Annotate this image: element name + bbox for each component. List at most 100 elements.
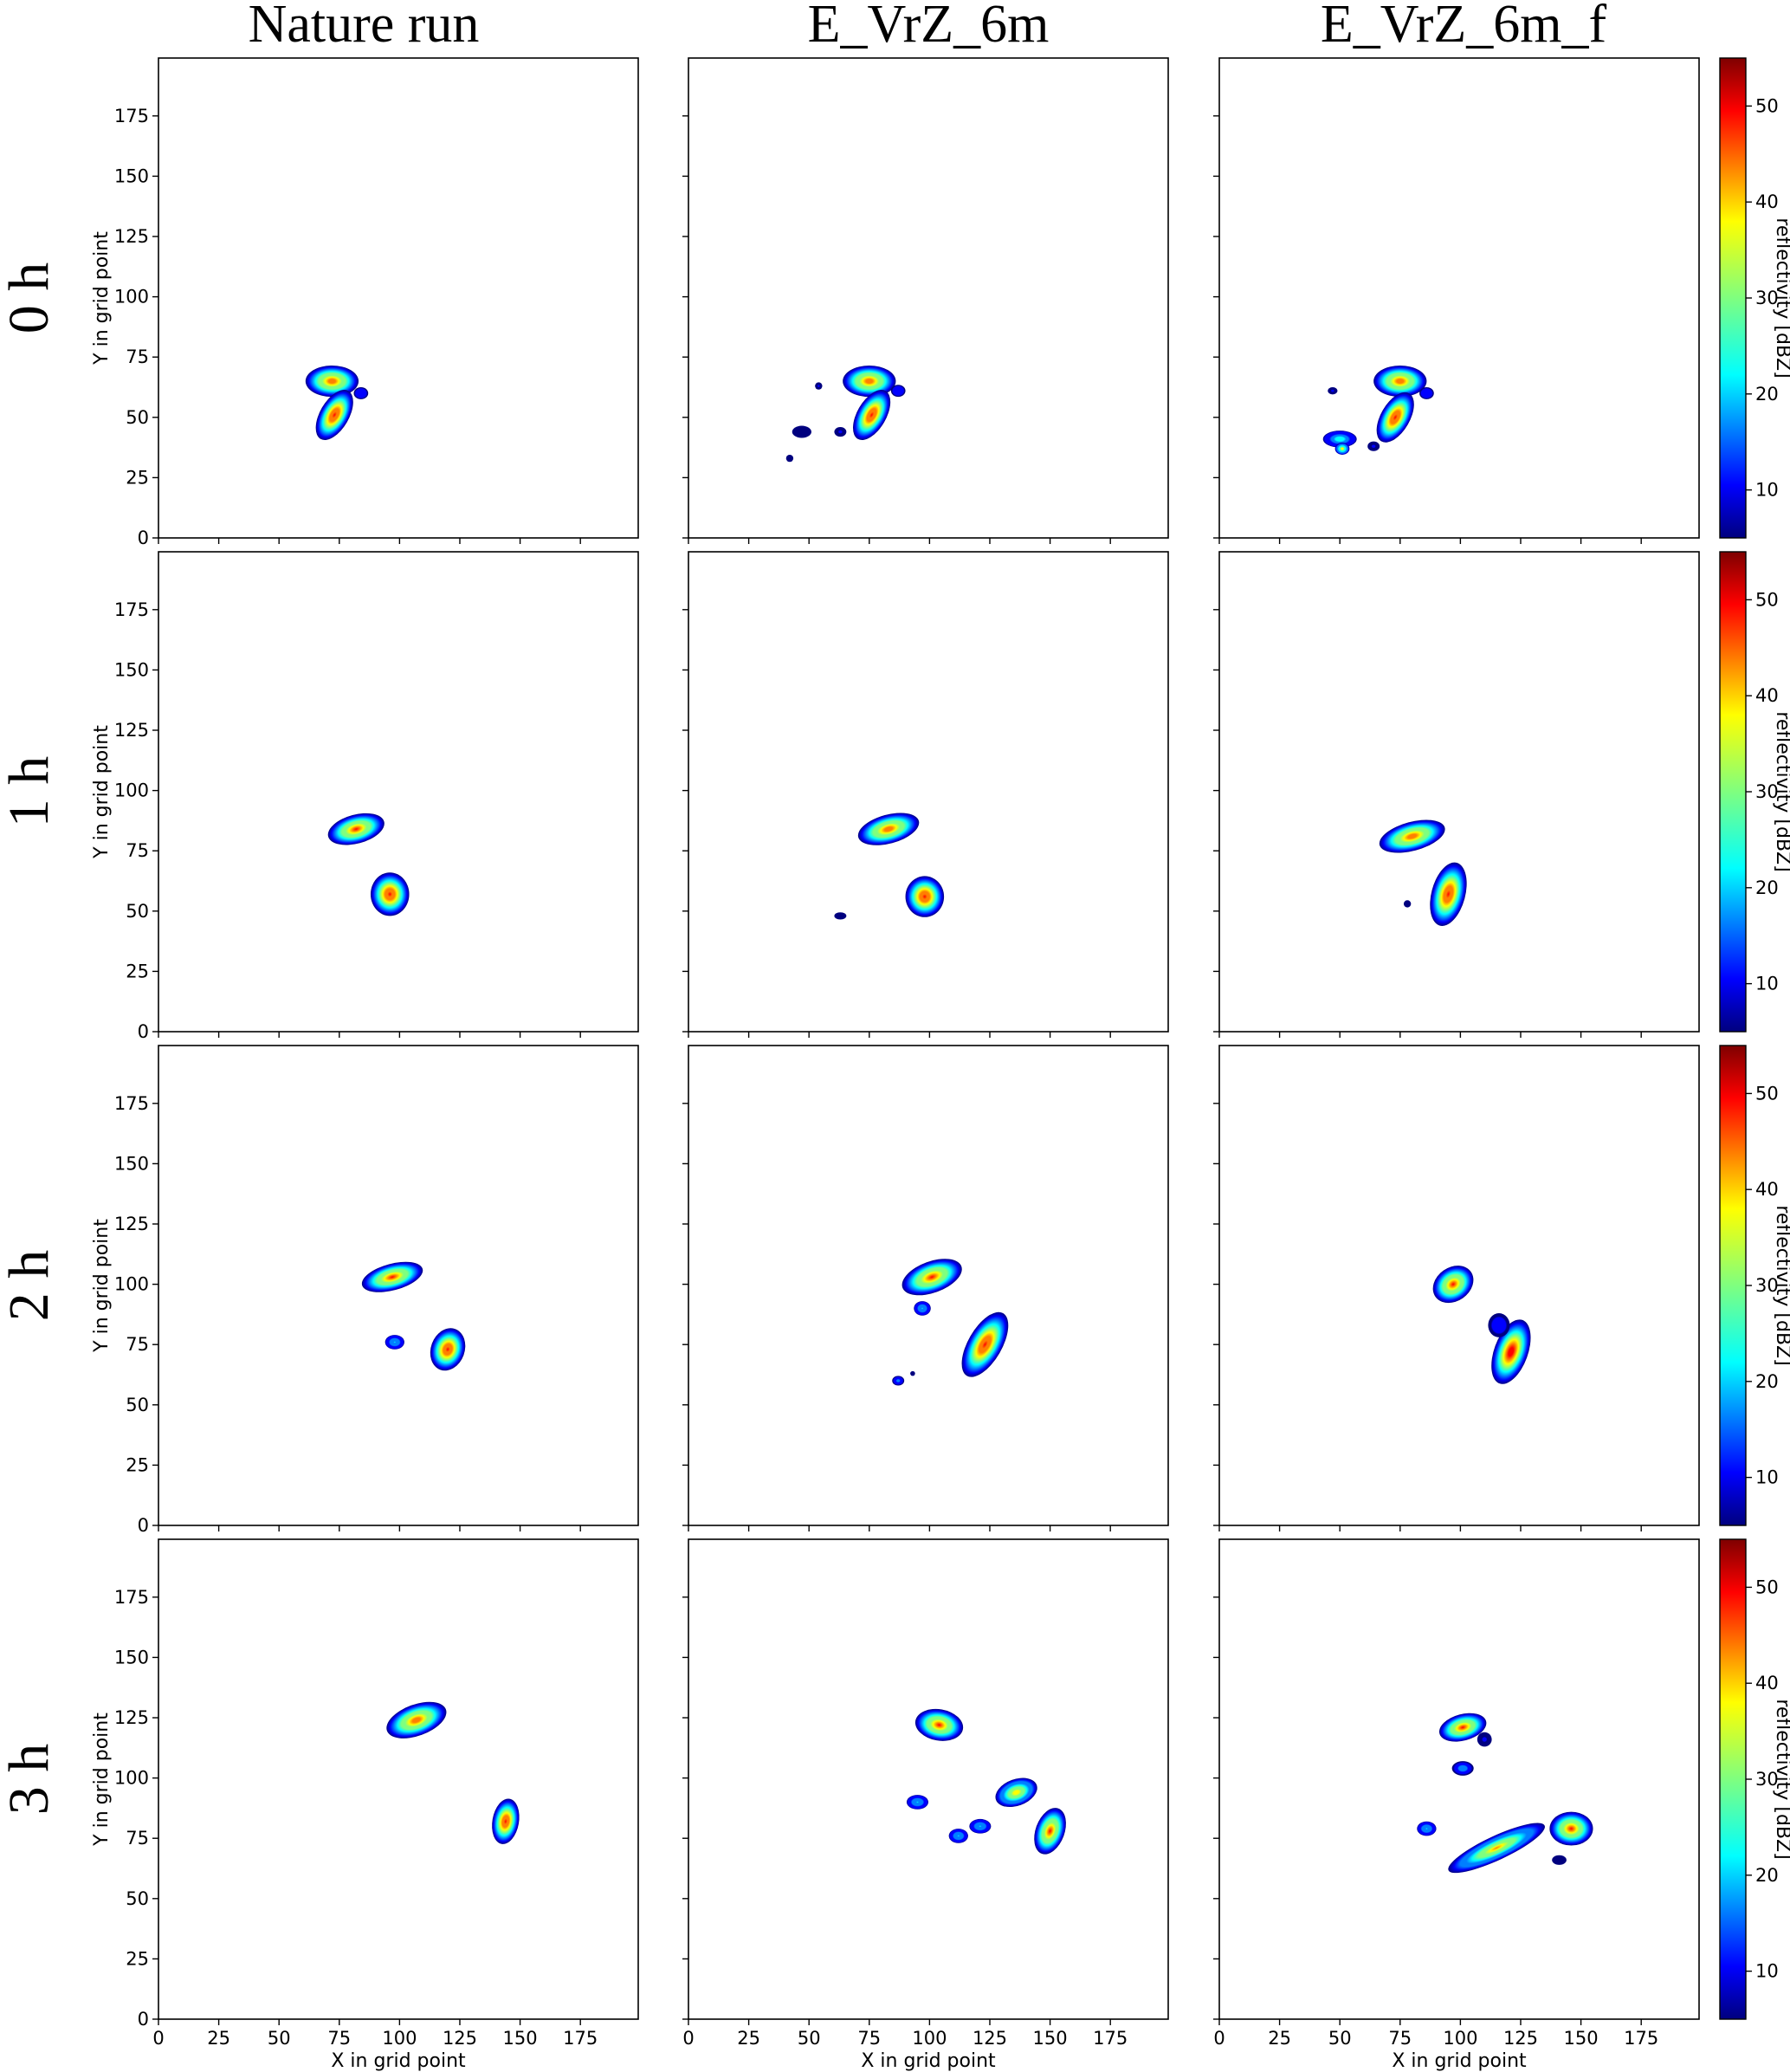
panel: 0 25 50 75 100 125 150 175 Y in grid point bbox=[91, 1045, 639, 1536]
colorbar-tick-label: 30 bbox=[1755, 1275, 1779, 1296]
reflectivity-cell bbox=[1552, 1855, 1567, 1865]
reflectivity-field bbox=[1379, 819, 1467, 926]
panel bbox=[682, 551, 1169, 1038]
x-tick-label: 175 bbox=[1624, 2028, 1658, 2049]
colorbar-gradient bbox=[1719, 1045, 1747, 1526]
reflectivity-cell bbox=[834, 426, 847, 437]
reflectivity-field bbox=[327, 813, 410, 916]
y-tick-label: 175 bbox=[114, 599, 149, 620]
reflectivity-cell bbox=[1549, 1811, 1593, 1846]
y-tick-label: 25 bbox=[126, 467, 149, 488]
reflectivity-cell bbox=[1334, 443, 1350, 455]
panel bbox=[682, 1045, 1169, 1531]
x-tick-label: 0 bbox=[682, 2028, 694, 2049]
x-tick-label: 125 bbox=[973, 2028, 1007, 2049]
reflectivity-field bbox=[1417, 1713, 1593, 1874]
colorbar-tick-label: 30 bbox=[1755, 288, 1779, 308]
colorbars: 10 20 30 40 50 reflectivity [dBZ] 10 20 30 40 50 re… bbox=[1719, 57, 1790, 2020]
reflectivity-cell bbox=[995, 1777, 1037, 1808]
colorbar: 10 20 30 40 50 reflectivity [dBZ] bbox=[1719, 1045, 1790, 1526]
y-tick-label: 100 bbox=[114, 287, 149, 308]
reflectivity-field bbox=[892, 1259, 1009, 1386]
reflectivity-cell bbox=[1451, 1761, 1474, 1776]
panel: 0 25 50 75 100 125 150 175 Y in grid point bbox=[91, 57, 639, 548]
panel-background bbox=[158, 552, 638, 1032]
reflectivity-cell bbox=[948, 1829, 968, 1843]
reflectivity-cell bbox=[1328, 387, 1338, 395]
reflectivity-cell bbox=[1432, 1266, 1474, 1304]
reflectivity-cell bbox=[834, 912, 847, 920]
reflectivity-cell bbox=[890, 385, 906, 398]
reflectivity-field bbox=[305, 365, 369, 440]
y-tick-label: 100 bbox=[114, 1274, 149, 1295]
reflectivity-cell bbox=[386, 1701, 447, 1739]
x-tick-label: 175 bbox=[563, 2028, 598, 2049]
x-tick-label: 75 bbox=[1388, 2028, 1412, 2049]
reflectivity-cell bbox=[792, 425, 811, 438]
y-tick-label: 25 bbox=[126, 1454, 149, 1475]
reflectivity-field bbox=[361, 1261, 466, 1371]
reflectivity-cell bbox=[430, 1328, 466, 1371]
colorbar-tick-label: 20 bbox=[1755, 1371, 1779, 1392]
panel bbox=[1213, 551, 1700, 1038]
y-tick-label: 100 bbox=[114, 1768, 149, 1789]
x-tick-label: 75 bbox=[327, 2028, 351, 2049]
colorbar-tick-label: 40 bbox=[1755, 685, 1779, 706]
y-axis-label: Y in grid point bbox=[91, 725, 113, 859]
y-tick-label: 25 bbox=[126, 1948, 149, 1969]
ticks bbox=[1213, 609, 1642, 1038]
y-tick-label: 75 bbox=[126, 840, 149, 861]
reflectivity-cell bbox=[353, 387, 369, 399]
y-tick-label: 50 bbox=[126, 407, 149, 428]
colorbar-gradient bbox=[1719, 551, 1747, 1033]
reflectivity-cell bbox=[901, 1259, 962, 1296]
reflectivity-cell bbox=[857, 813, 920, 845]
reflectivity-cell bbox=[1322, 431, 1357, 448]
x-tick-label: 150 bbox=[1564, 2028, 1599, 2049]
reflectivity-cell bbox=[370, 872, 410, 916]
ticks: 0 25 50 75 100 125 150 175 bbox=[114, 599, 581, 1042]
colorbar-label: reflectivity [dBZ] bbox=[1772, 217, 1790, 378]
row-title: 3 h bbox=[0, 1744, 61, 1816]
colorbar-tick-label: 40 bbox=[1755, 1673, 1779, 1693]
reflectivity-cell bbox=[305, 365, 359, 398]
y-tick-label: 175 bbox=[114, 106, 149, 126]
ticks bbox=[1213, 1103, 1642, 1531]
colorbar: 10 20 30 40 50 reflectivity [dBZ] bbox=[1719, 57, 1790, 539]
ticks: 0 25 50 75 100 125 150 175 bbox=[1213, 1596, 1658, 2049]
colorbar-tick-label: 30 bbox=[1755, 1769, 1779, 1790]
reflectivity-cell bbox=[1034, 1808, 1066, 1855]
reflectivity-cell bbox=[315, 390, 353, 440]
colorbar-tick-label: 40 bbox=[1755, 191, 1779, 212]
panel-frame bbox=[688, 57, 1169, 539]
panel-frame bbox=[1218, 1538, 1700, 2020]
reflectivity-cell bbox=[969, 1818, 992, 1834]
colorbar-tick-label: 20 bbox=[1755, 877, 1779, 898]
y-tick-label: 0 bbox=[138, 2009, 149, 2030]
reflectivity-cell bbox=[1379, 819, 1445, 853]
x-tick-label: 50 bbox=[798, 2028, 821, 2049]
row-title: 0 h bbox=[0, 262, 61, 334]
x-tick-label: 100 bbox=[1443, 2028, 1477, 2049]
colorbar-tick-label: 20 bbox=[1755, 384, 1779, 405]
reflectivity-cell bbox=[1417, 1821, 1437, 1836]
panel: 0 25 50 75 100 125 150 175 X in grid point bbox=[1213, 1538, 1700, 2072]
reflectivity-cell bbox=[1403, 900, 1412, 908]
colorbar-tick-label: 50 bbox=[1755, 589, 1779, 610]
x-tick-label: 50 bbox=[1328, 2028, 1352, 2049]
reflectivity-field bbox=[1432, 1266, 1531, 1384]
colorbar-tick-label: 10 bbox=[1755, 480, 1779, 501]
panel-frame bbox=[158, 1045, 639, 1526]
y-tick-label: 100 bbox=[114, 780, 149, 801]
ticks bbox=[682, 115, 1111, 544]
x-tick-label: 125 bbox=[443, 2028, 477, 2049]
reflectivity-cell bbox=[843, 365, 896, 398]
panel-background bbox=[158, 58, 638, 538]
reflectivity-cell bbox=[785, 454, 794, 463]
x-tick-label: 175 bbox=[1093, 2028, 1128, 2049]
reflectivity-cell bbox=[961, 1311, 1009, 1377]
colorbar-label: reflectivity [dBZ] bbox=[1772, 1205, 1790, 1365]
reflectivity-cell bbox=[361, 1261, 423, 1292]
ticks: 0 25 50 75 100 125 150 175 bbox=[114, 106, 581, 548]
